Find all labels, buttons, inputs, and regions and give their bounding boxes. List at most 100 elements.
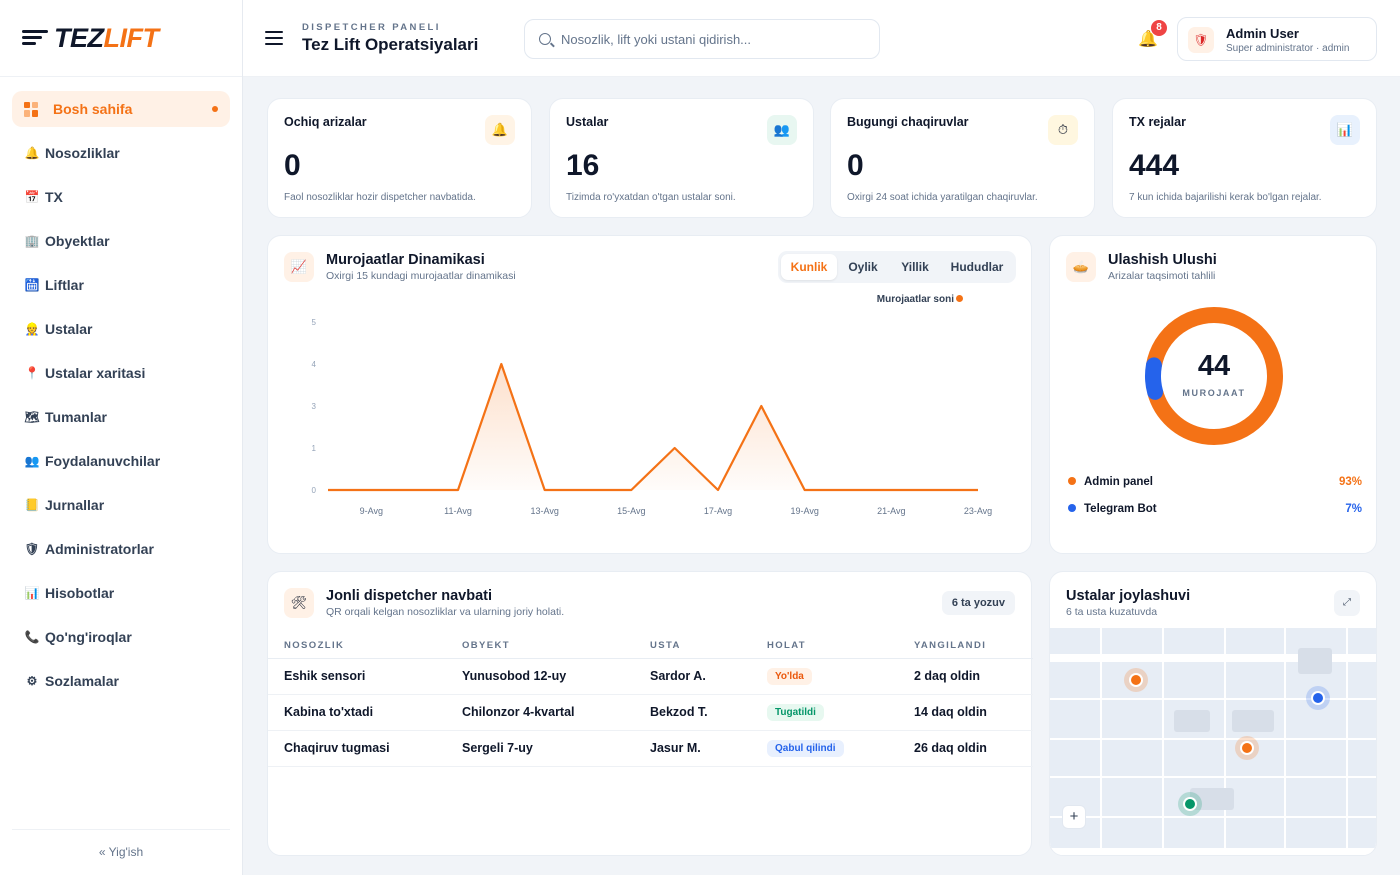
map-block (1348, 628, 1376, 654)
dynamics-subtitle: Oxirgi 15 kundagi murojaatlar dinamikasi (326, 270, 516, 282)
elevator-icon: 🛗 (24, 278, 40, 292)
stat-card-1[interactable]: Ustalar 👥 16 Tizimda ro'yxatdan o'tgan usta… (549, 98, 814, 218)
sidebar-item-label: Jurnallar (45, 497, 105, 513)
data-point[interactable] (500, 363, 503, 366)
share-subtitle: Arizalar taqsimoti tahlili (1108, 270, 1216, 282)
brand-logo[interactable]: TEZLIFT (0, 0, 242, 77)
tab-hududlar[interactable]: Hududlar (950, 260, 1004, 274)
admin-shield-icon: 🛡 (1188, 27, 1214, 53)
data-point[interactable] (587, 489, 590, 492)
data-point[interactable] (327, 489, 330, 492)
menu-toggle-icon[interactable] (265, 31, 283, 45)
search-icon (539, 33, 551, 45)
stat-card-2[interactable]: Bugungi chaqiruvlar ⏱ 0 Oxirgi 24 soat ichi… (830, 98, 1095, 218)
masters-map[interactable] (1050, 628, 1376, 855)
zoom-in-button[interactable]: + (1062, 805, 1086, 829)
master-cell: Jasur M. (634, 730, 751, 767)
status-badge: Qabul qilindi (767, 739, 844, 757)
table-row[interactable]: Chaqiruv tugmasi Sergeli 7-uy Jasur M. Qabu… (268, 730, 1033, 767)
sidebar-nav: Bosh sahifa 🔔 Nosozliklar 📅 TX 🏢 Obyektlar 🛗 Lif… (0, 77, 242, 699)
notifications-bell-icon[interactable]: 🔔 (1138, 31, 1158, 48)
sidebar-item-3[interactable]: 🏢 Obyektlar (12, 223, 230, 259)
brand-part2: LIFT (103, 22, 159, 53)
user-menu[interactable]: 🛡 Admin User Super administrator · admin (1177, 17, 1377, 61)
collapse-sidebar-button[interactable]: « Yig'ish (12, 829, 230, 875)
master-location-pin[interactable] (1185, 799, 1195, 809)
table-row[interactable]: Kabina to'xtadi Chilonzor 4-kvartal Bekzod… (268, 694, 1033, 731)
period-tabs: Kunlik Oylik Yillik Hududlar (778, 251, 1016, 283)
chart-legend: Murojaatlar soni (877, 294, 963, 305)
sidebar-item-2[interactable]: 📅 TX (12, 179, 230, 215)
expand-map-icon[interactable]: ⤢ (1334, 590, 1360, 616)
bell-icon: 🔔 (485, 115, 515, 145)
stat-label: Ochiq arizalar (284, 115, 367, 129)
data-point[interactable] (673, 447, 676, 450)
data-point[interactable] (630, 489, 633, 492)
search-input[interactable] (561, 31, 861, 47)
data-point[interactable] (847, 489, 850, 492)
data-point[interactable] (543, 489, 546, 492)
pie-chart-icon: 🥧 (1066, 252, 1096, 282)
shield-icon: 🛡 (24, 542, 40, 556)
bar-chart-icon: 📊 (1330, 115, 1360, 145)
master-location-pin[interactable] (1131, 675, 1141, 685)
sidebar-item-7[interactable]: 🗺 Tumanlar (12, 399, 230, 435)
sidebar-item-12[interactable]: 📞 Qo'ng'iroqlar (12, 619, 230, 655)
stat-card-3[interactable]: TX rejalar 📊 444 7 kun ichida bajarilishi k… (1112, 98, 1377, 218)
column-header: USTA (634, 634, 751, 659)
tab-kunlik[interactable]: Kunlik (781, 254, 837, 280)
sidebar-item-0[interactable]: Bosh sahifa (12, 91, 230, 127)
fault-cell: Chaqiruv tugmasi (268, 730, 446, 767)
data-point[interactable] (457, 489, 460, 492)
users-icon: 👥 (24, 454, 40, 468)
data-point[interactable] (370, 489, 373, 492)
sidebar-item-10[interactable]: 🛡 Administratorlar (12, 531, 230, 567)
sidebar-item-11[interactable]: 📊 Hisobotlar (12, 575, 230, 611)
sidebar-item-5[interactable]: 👷 Ustalar (12, 311, 230, 347)
data-point[interactable] (933, 489, 936, 492)
search-box[interactable] (524, 19, 880, 59)
sidebar-item-8[interactable]: 👥 Foydalanuvchilar (12, 443, 230, 479)
phone-icon: 📞 (24, 630, 40, 644)
updated-cell: 26 daq oldin (898, 730, 1033, 767)
tab-yillik[interactable]: Yillik (901, 260, 929, 274)
table-row[interactable]: Eshik sensori Yunusobod 12-uy Sardor A. Yo'… (268, 658, 1033, 695)
updated-cell: 2 daq oldin (898, 658, 1033, 695)
legend-color-dot (1068, 477, 1076, 485)
sidebar-item-9[interactable]: 📒 Jurnallar (12, 487, 230, 523)
sidebar-item-4[interactable]: 🛗 Liftlar (12, 267, 230, 303)
data-point[interactable] (977, 489, 980, 492)
map-block (1164, 662, 1224, 698)
active-indicator-dot (212, 106, 218, 112)
sidebar-item-13[interactable]: ⚙ Sozlamalar (12, 663, 230, 699)
sidebar-item-1[interactable]: 🔔 Nosozliklar (12, 135, 230, 171)
map-title: Ustalar joylashuvi (1066, 588, 1191, 604)
header-kicker: DISPETCHER PANELI (302, 22, 441, 33)
data-point[interactable] (760, 405, 763, 408)
data-point[interactable] (890, 489, 893, 492)
data-point[interactable] (413, 489, 416, 492)
legend-color-dot (1068, 504, 1076, 512)
share-title: Ulashish Ulushi (1108, 252, 1217, 268)
tab-oylik[interactable]: Oylik (848, 260, 878, 274)
data-point[interactable] (717, 489, 720, 492)
map-block (1348, 740, 1376, 776)
map-block (1348, 700, 1376, 738)
master-location-pin[interactable] (1242, 743, 1252, 753)
bar-chart-icon: 📊 (24, 586, 40, 600)
sidebar-item-label: Administratorlar (45, 541, 154, 557)
column-header: HOLAT (751, 634, 898, 659)
sidebar-item-6[interactable]: 📍 Ustalar xaritasi (12, 355, 230, 391)
updated-cell: 14 daq oldin (898, 694, 1033, 731)
column-header: NOSOZLIK (268, 634, 446, 659)
stat-card-0[interactable]: Ochiq arizalar 🔔 0 Faol nosozliklar hozir d… (267, 98, 532, 218)
sidebar-item-label: Sozlamalar (45, 673, 119, 689)
donut-slice-1[interactable] (1143, 305, 1284, 446)
map-block (1050, 740, 1100, 776)
data-point[interactable] (803, 489, 806, 492)
master-location-pin[interactable] (1313, 693, 1323, 703)
map-block (1348, 778, 1376, 816)
bell-icon: 🔔 (24, 146, 40, 160)
map-block (1286, 700, 1346, 738)
map-block (1286, 778, 1346, 816)
